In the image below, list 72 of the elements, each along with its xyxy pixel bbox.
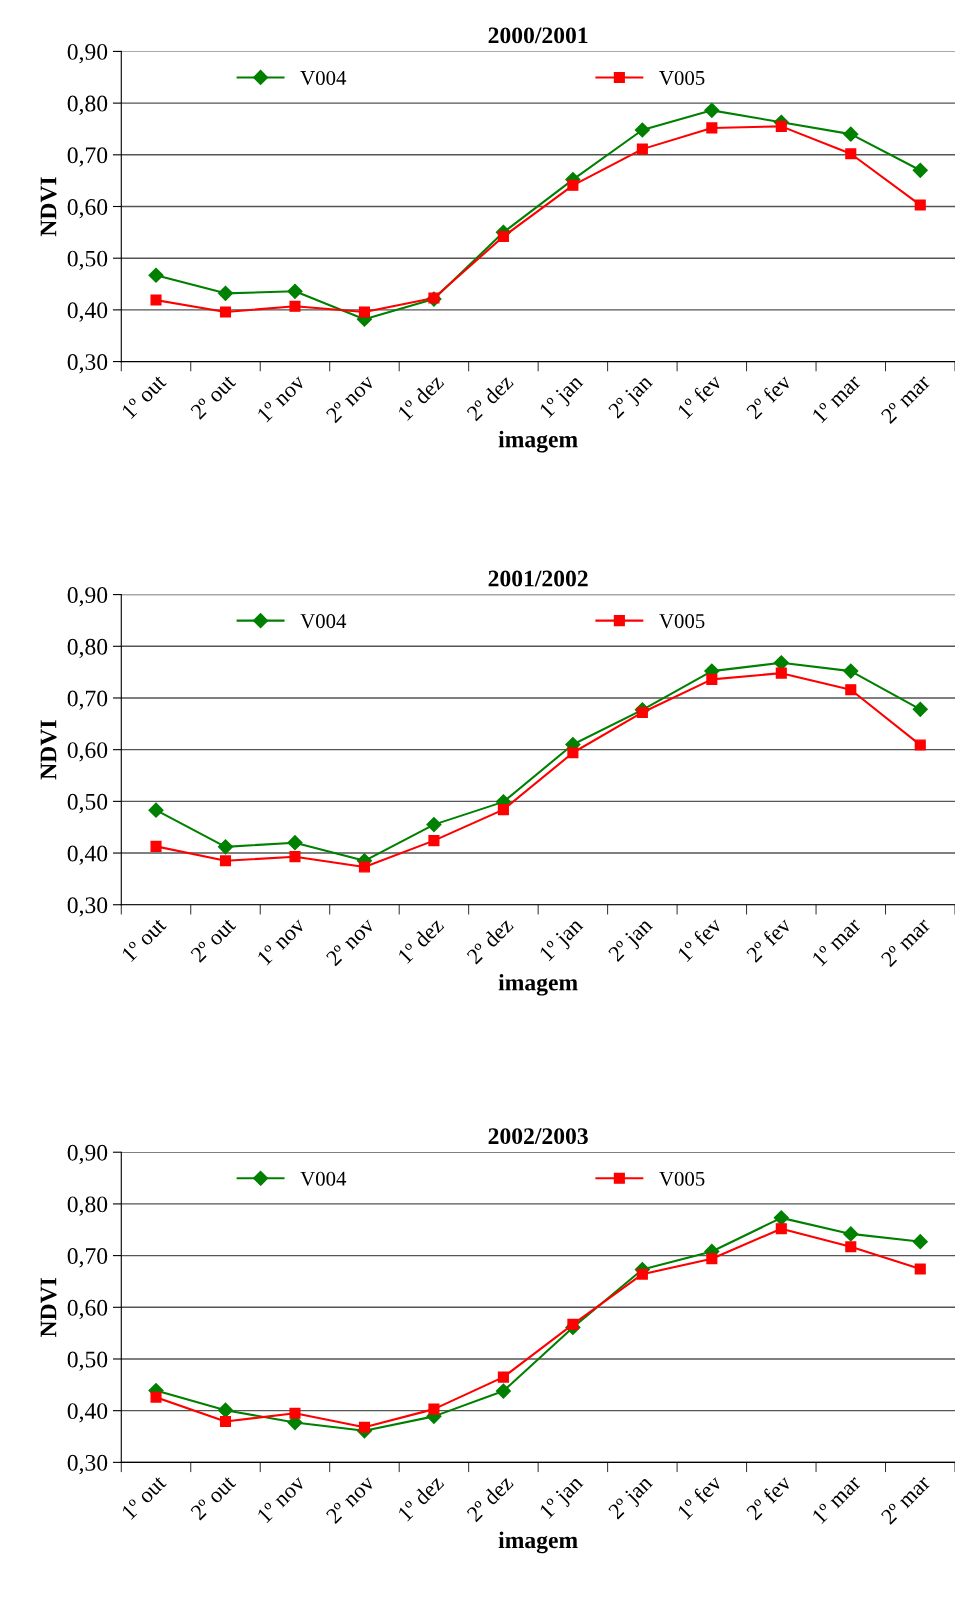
- y-axis-title: NDVI: [40, 1277, 57, 1338]
- x-tick-label: 1º out: [121, 373, 167, 420]
- x-tick-label: 1º mar: [811, 916, 862, 967]
- x-tick-label: 1º fev: [676, 372, 723, 420]
- y-tick-label: 0,40: [67, 1403, 108, 1423]
- x-tick-label: 2º fev: [745, 915, 793, 963]
- x-tick-label: 1º dez: [396, 916, 445, 964]
- x-tick-label: 2º dez: [465, 373, 515, 422]
- x-tick-label: 2º jan: [607, 916, 657, 966]
- legend-label: V004: [300, 1171, 347, 1186]
- y-axis-title: NDVI: [40, 177, 57, 237]
- chart-title: 2002/2003: [488, 1128, 588, 1145]
- y-tick-label: 0,60: [67, 1299, 108, 1320]
- x-tick-label: 2º mar: [880, 1474, 932, 1525]
- y-tick-label: 0,80: [67, 1196, 108, 1216]
- y-tick-label: 0,60: [67, 742, 108, 762]
- y-tick-label: 0,70: [67, 147, 108, 167]
- y-tick-label: 0,70: [67, 1248, 108, 1268]
- y-tick-label: 0,40: [67, 845, 108, 865]
- x-axis-title: imagem: [498, 430, 578, 453]
- x-tick-label: 1º out: [121, 916, 167, 963]
- y-tick-label: 0,80: [67, 95, 108, 115]
- y-tick-label: 0,90: [67, 43, 108, 64]
- x-tick-label: 1º jan: [538, 373, 587, 422]
- x-tick-label: 2º nov: [325, 1473, 376, 1525]
- x-tick-label: 2º mar: [880, 373, 932, 425]
- x-tick-label: 2º nov: [325, 373, 376, 424]
- x-axis-title: imagem: [498, 1531, 578, 1554]
- x-tick-label: 2º nov: [325, 916, 376, 967]
- legend-label: V005: [659, 614, 705, 629]
- chart-title: 2001/2002: [488, 570, 588, 587]
- x-tick-label: 2º out: [189, 1474, 237, 1521]
- y-tick-label: 0,30: [67, 1454, 108, 1475]
- x-tick-label: 1º jan: [538, 916, 587, 965]
- y-tick-label: 0,30: [67, 897, 108, 917]
- y-tick-label: 0,50: [67, 793, 108, 814]
- y-axis-title: NDVI: [40, 720, 57, 780]
- y-tick-label: 0,90: [67, 1144, 108, 1165]
- chart-title: 2000/2001: [488, 27, 588, 44]
- x-tick-label: 2º jan: [607, 1474, 657, 1523]
- y-tick-label: 0,80: [67, 638, 108, 659]
- legend-label: V004: [300, 614, 347, 629]
- x-tick-label: 1º nov: [256, 1473, 307, 1524]
- y-tick-label: 0,90: [67, 587, 108, 607]
- x-tick-label: 2º dez: [465, 1473, 515, 1523]
- x-tick-label: 2º jan: [607, 373, 657, 423]
- x-tick-label: 1º nov: [256, 916, 307, 966]
- x-tick-label: 2º out: [189, 916, 237, 963]
- x-tick-label: 2º out: [189, 373, 237, 420]
- legend-label: V005: [659, 70, 705, 86]
- x-tick-label: 1º nov: [256, 373, 307, 423]
- x-tick-label: 2º fev: [745, 372, 793, 420]
- y-tick-label: 0,40: [67, 302, 108, 322]
- x-tick-label: 1º jan: [538, 1474, 587, 1523]
- y-tick-label: 0,50: [67, 250, 108, 271]
- x-tick-label: 1º out: [121, 1474, 167, 1520]
- y-tick-label: 0,30: [67, 354, 108, 374]
- y-tick-label: 0,70: [67, 690, 108, 710]
- x-tick-label: 1º dez: [396, 373, 445, 421]
- x-tick-label: 1º mar: [811, 373, 862, 424]
- x-tick-label: 2º fev: [745, 1473, 793, 1521]
- x-tick-label: 1º fev: [676, 915, 723, 963]
- y-tick-label: 0,50: [67, 1351, 108, 1371]
- legend-label: V004: [300, 70, 347, 86]
- x-tick-label: 1º mar: [811, 1474, 862, 1525]
- x-tick-label: 1º dez: [396, 1473, 445, 1522]
- x-tick-label: 2º dez: [465, 916, 515, 965]
- x-axis-title: imagem: [498, 973, 578, 996]
- y-tick-label: 0,60: [67, 198, 108, 219]
- legend-label: V005: [659, 1171, 705, 1186]
- x-tick-label: 1º fev: [676, 1473, 723, 1520]
- x-tick-label: 2º mar: [880, 916, 932, 968]
